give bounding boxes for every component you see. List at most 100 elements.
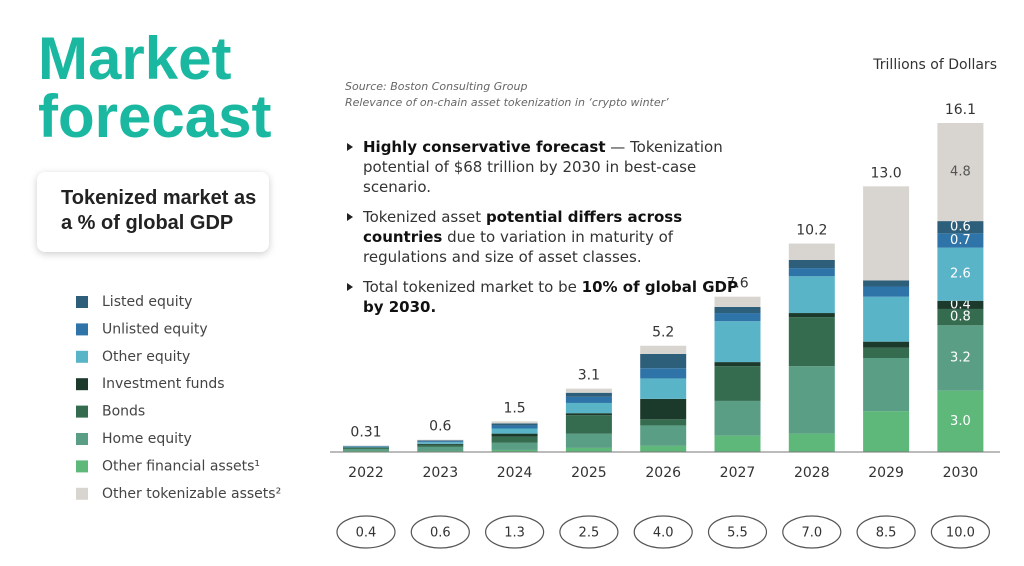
bar-segment <box>565 415 612 434</box>
bar-segment <box>714 306 761 314</box>
bar-segment <box>343 446 389 448</box>
legend-swatch <box>76 350 88 363</box>
bar-segment <box>417 450 464 452</box>
bar-segment <box>640 398 687 420</box>
bar-segment <box>417 444 464 447</box>
bar-segment <box>565 433 612 448</box>
bullets: Highly conservative forecast — Tokenizat… <box>346 137 746 327</box>
bullet-text: due to variation in maturity of regulati… <box>363 228 674 266</box>
bar-segment <box>714 296 761 307</box>
bar-segment <box>565 388 612 393</box>
x-tick-label: 2026 <box>645 465 681 481</box>
bar-segment <box>937 308 984 326</box>
gdp-share: 7.0 <box>801 526 822 541</box>
bar-segment <box>417 443 464 445</box>
bar-segment <box>343 448 389 451</box>
legend-label: Other equity <box>102 349 190 365</box>
bar-segment <box>417 440 464 442</box>
bar-segment <box>937 300 984 309</box>
x-tick-label: 2022 <box>348 465 384 481</box>
bar-segment <box>491 425 538 429</box>
bar-segment <box>714 313 761 322</box>
bar-segment <box>788 276 835 314</box>
bar-segment <box>491 433 538 437</box>
bar-segment <box>788 268 835 277</box>
bar-segment <box>417 439 464 441</box>
bar-segment <box>788 313 835 318</box>
bar-segment <box>640 368 687 379</box>
gdp-share: 8.5 <box>876 526 897 541</box>
bar-segment <box>491 442 538 450</box>
bar-segment <box>565 413 612 416</box>
total-label: 13.0 <box>871 165 902 181</box>
legend-swatch <box>76 433 88 445</box>
segment-label: 4.8 <box>950 165 971 180</box>
gdp-circle <box>633 515 693 549</box>
bullet-text: 10% of global GDP by 2030. <box>363 278 738 316</box>
gdp-share: 10.0 <box>946 526 975 541</box>
legend-label: Investment funds <box>102 376 225 392</box>
legend-swatch <box>76 460 88 473</box>
legend-label: Bonds <box>102 404 145 420</box>
legend-label: Unlisted equity <box>102 321 208 337</box>
total-label: 3.1 <box>578 368 600 384</box>
bar-segment <box>788 243 835 260</box>
gdp-share: 1.3 <box>504 526 525 541</box>
unit-label: Trillions of Dollars <box>872 57 997 73</box>
gdp-circle <box>856 515 916 549</box>
gdp-share: 2.5 <box>579 526 600 541</box>
bar-segment <box>491 428 538 434</box>
bar-segment <box>491 421 538 424</box>
bar-segment <box>937 325 984 391</box>
bar-segment <box>714 362 761 367</box>
bar-segment <box>343 447 389 449</box>
bar-segment <box>491 423 538 426</box>
legend-swatch <box>76 323 88 336</box>
total-label: 10.2 <box>796 223 827 239</box>
bar-segment <box>863 296 910 342</box>
bar-segment <box>640 419 687 426</box>
x-tick-label: 2029 <box>868 465 904 481</box>
segment-label: 0.7 <box>950 233 971 248</box>
bar-segment <box>863 280 910 287</box>
bullet-text: Highly conservative forecast <box>363 138 606 156</box>
legend-swatch <box>76 405 88 418</box>
bar-segment <box>491 449 538 452</box>
legend-label: Home equity <box>102 431 192 447</box>
legend-swatch <box>76 378 88 391</box>
total-label: 0.6 <box>429 419 451 435</box>
bar-segment <box>417 441 464 443</box>
legend-swatch <box>76 487 88 500</box>
bar-segment <box>863 358 910 412</box>
segment-label: 0.6 <box>950 220 971 235</box>
legend-label: Listed equity <box>102 294 192 310</box>
subtitle-box: Tokenized market as a % of global GDP <box>37 172 269 252</box>
bar-segment <box>343 450 389 452</box>
x-tick-label: 2025 <box>571 465 607 481</box>
bar-segment <box>640 378 687 399</box>
bullet: Highly conservative forecast — Tokenizat… <box>346 137 746 197</box>
x-tick-label: 2027 <box>720 465 756 481</box>
x-tick-label: 2024 <box>497 465 533 481</box>
bar-segment <box>788 317 835 367</box>
source: Source: Boston Consulting Group <box>345 80 528 93</box>
segment-label: 0.8 <box>950 310 971 325</box>
gdp-circle <box>336 515 396 549</box>
segment-label: 3.0 <box>950 414 971 429</box>
segment-label: 2.6 <box>950 267 971 282</box>
bar-segment <box>714 400 761 436</box>
gdp-circle <box>707 515 768 549</box>
total-label: 7.6 <box>726 276 748 292</box>
bar-segment <box>640 445 687 452</box>
bar-segment <box>863 286 910 297</box>
gdp-share: 5.5 <box>727 526 748 541</box>
x-tick-label: 2030 <box>943 465 979 481</box>
bar-segment <box>863 347 910 358</box>
bar-segment <box>565 392 612 397</box>
bullet: Tokenized asset potential differs across… <box>346 207 746 267</box>
gdp-share: 4.0 <box>653 526 674 541</box>
bar-segment <box>788 259 835 269</box>
bar-segment <box>937 390 984 452</box>
bar-segment <box>417 446 464 451</box>
bar-segment <box>863 411 910 452</box>
